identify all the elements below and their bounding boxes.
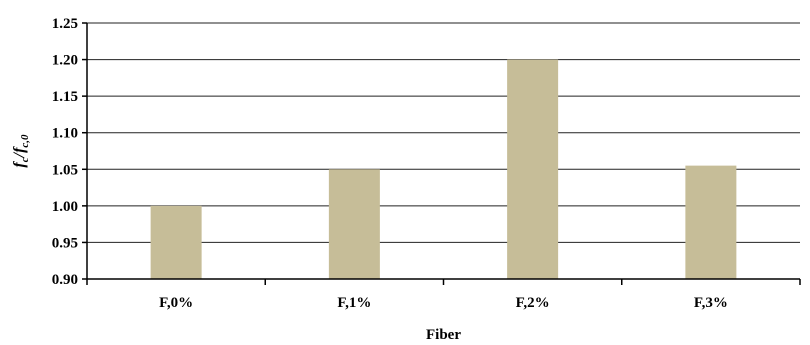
x-tick-label: F,1%	[337, 295, 371, 311]
bar	[507, 59, 559, 280]
gridlines	[87, 22, 800, 243]
y-tick-label: 1.05	[52, 162, 78, 178]
x-axis-title: Fiber	[426, 327, 461, 343]
x-tick-label: F,3%	[694, 295, 728, 311]
y-tick-label: 0.95	[52, 235, 78, 251]
bar	[685, 165, 737, 279]
y-axis-title: fc/fc,0	[11, 134, 31, 168]
y-tick-label: 1.00	[52, 199, 78, 215]
y-tick-label: 1.10	[52, 126, 78, 142]
y-tick-label: 1.15	[52, 89, 78, 105]
bar	[150, 205, 202, 279]
y-tick-label: 1.25	[52, 16, 78, 32]
y-tick-label: 0.90	[52, 272, 78, 288]
x-tick-label: F,2%	[516, 295, 550, 311]
bar	[328, 169, 380, 279]
axes	[82, 22, 801, 285]
y-tick-labels: 0.90 0.95 1.00 1.05 1.10 1.15 1.20 1.25	[52, 16, 78, 288]
y-tick-label: 1.20	[52, 53, 78, 69]
x-tick-labels: F,0% F,1% F,2% F,3%	[159, 295, 728, 311]
x-tick-label: F,0%	[159, 295, 193, 311]
bars	[150, 59, 737, 280]
